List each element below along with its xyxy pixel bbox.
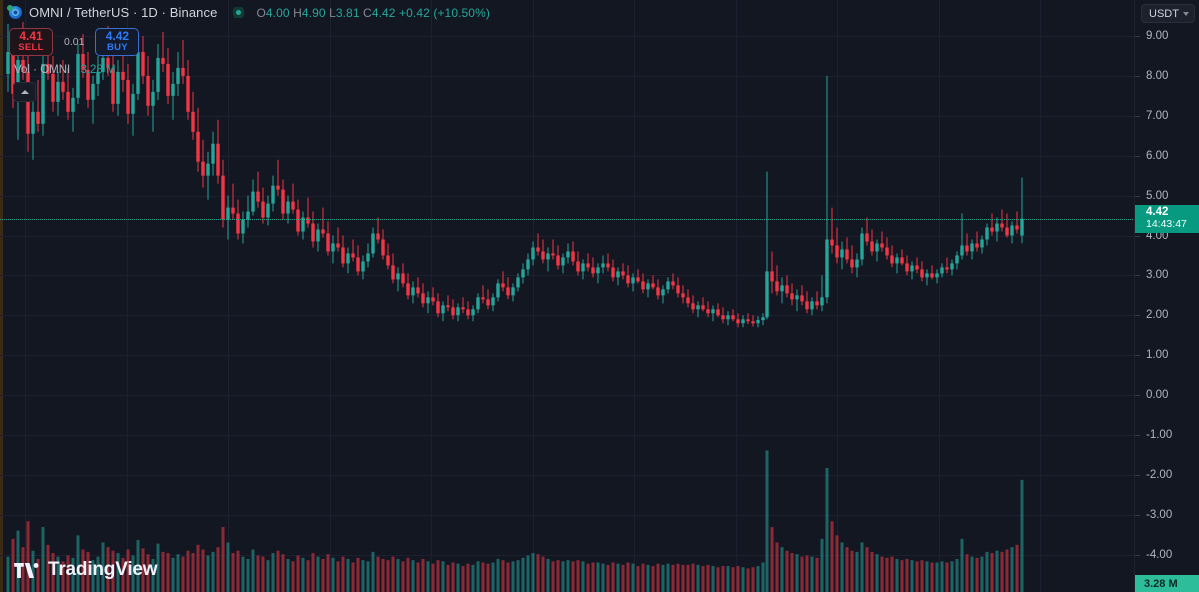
tradingview-label: TradingView	[48, 559, 158, 580]
volume-legend[interactable]: Vol · OMNI 3.28 M	[14, 64, 116, 76]
price-tick-dash	[1135, 75, 1140, 77]
open-value: 4.00	[265, 5, 290, 20]
buy-price: 4.42	[105, 29, 130, 44]
buy-button[interactable]: 4.42 BUY	[95, 28, 140, 56]
price-scale[interactable]: USDT 9.00 8.00 7.00 6.00 5.00 4.00 3.00 2.00 1.0…	[1134, 0, 1199, 592]
price-tick-label: 8.00	[1146, 69, 1169, 82]
price-tick-label: -3.00	[1146, 508, 1173, 521]
sell-price: 4.41	[19, 29, 43, 44]
grid-line-horizontal	[0, 315, 1135, 316]
candlestick-series	[6, 22, 1024, 328]
chevron-up-icon[interactable]	[13, 82, 36, 102]
spread-value: 0.01	[64, 36, 85, 48]
close-label: C	[363, 5, 372, 20]
last-price-line	[0, 218, 1135, 220]
grid-line-horizontal	[0, 236, 1135, 237]
last-price-badge: 4.42 14:43:47	[1135, 204, 1199, 233]
price-tick-label: 7.00	[1146, 109, 1169, 122]
close-value: 4.42	[371, 5, 396, 20]
grid-line-vertical	[228, 0, 229, 592]
price-tick-dash	[1135, 115, 1140, 117]
grid-line-horizontal	[0, 395, 1135, 396]
grid-line-vertical	[127, 0, 128, 592]
grid-line-vertical	[431, 0, 432, 592]
grid-line-vertical	[330, 0, 331, 592]
grid-line-horizontal	[0, 156, 1135, 157]
price-tick-label: -1.00	[1146, 429, 1173, 441]
grid-line-vertical	[1040, 0, 1041, 592]
price-tick-label: -4.00	[1146, 548, 1173, 561]
buy-label: BUY	[106, 42, 128, 54]
grid-line-horizontal	[0, 555, 1135, 556]
ohlc-values: O4.00 H4.90 L3.81 C4.42 +0.42 (+10.50%)	[256, 6, 490, 20]
price-tick-label: 9.00	[1146, 30, 1169, 42]
grid-line-horizontal	[0, 515, 1135, 516]
omni-coin-icon	[7, 5, 22, 19]
price-tick-label: 2.00	[1146, 309, 1169, 322]
grid-line-horizontal	[0, 435, 1135, 436]
grid-line-horizontal	[0, 475, 1135, 476]
volume-series	[6, 450, 1024, 592]
price-tick-dash	[1135, 235, 1140, 237]
grid-line-horizontal	[0, 76, 1135, 77]
grid-line-horizontal	[0, 355, 1135, 356]
price-tick-label: -2.00	[1146, 468, 1173, 481]
price-tick-dash	[1135, 435, 1140, 436]
price-tick-dash	[1135, 195, 1140, 197]
open-label: O	[256, 5, 266, 20]
price-tick-label: 3.00	[1146, 269, 1169, 282]
price-tick-label: 5.00	[1146, 189, 1169, 202]
tradingview-watermark: TradingView	[14, 559, 158, 581]
grid-line-vertical	[533, 0, 534, 592]
low-label: L	[329, 5, 336, 20]
price-tick-dash	[1135, 36, 1140, 37]
volume-legend-name: Vol · OMNI	[14, 64, 71, 76]
price-tick-label: 1.00	[1146, 349, 1169, 362]
high-value: 4.90	[301, 5, 326, 20]
chevron-down-icon	[1183, 11, 1189, 16]
tradingview-logo-icon	[14, 562, 39, 578]
price-tick-dash	[1135, 474, 1140, 476]
chart-plot-area[interactable]	[0, 0, 1135, 592]
currency-select[interactable]: USDT	[1141, 4, 1195, 23]
low-value: 3.81	[335, 5, 360, 20]
price-tick-label: 0.00	[1146, 389, 1169, 402]
volume-legend-value: 3.28 M	[80, 64, 116, 76]
trade-buttons: 4.41 SELL 0.01 4.42 BUY	[9, 28, 140, 56]
grid-line-vertical	[25, 0, 26, 592]
price-tick-dash	[1135, 554, 1140, 556]
last-price-value: 4.42	[1146, 206, 1169, 219]
volume-badge: 3.28 M	[1135, 575, 1199, 592]
change-percent: (+10.50%)	[433, 5, 490, 20]
change-value: +0.42	[399, 5, 430, 20]
market-open-dot-icon	[233, 7, 245, 18]
grid-line-horizontal	[0, 275, 1135, 276]
grid-line-vertical	[736, 0, 737, 592]
price-tick-dash	[1135, 514, 1140, 516]
left-edge-strip	[0, 0, 3, 592]
grid-line-horizontal	[0, 116, 1135, 117]
price-tick-dash	[1135, 155, 1140, 157]
symbol-title[interactable]: OMNI / TetherUS · 1D · Binance	[29, 5, 218, 20]
price-tick-dash	[1135, 275, 1140, 277]
grid-line-vertical	[837, 0, 838, 592]
last-price-time: 14:43:47	[1146, 218, 1187, 231]
chart-legend: OMNI / TetherUS · 1D · Binance O4.00 H4.…	[7, 5, 490, 20]
price-tick-label: 6.00	[1146, 149, 1169, 162]
grid-line-horizontal	[0, 196, 1135, 197]
grid-line-vertical	[939, 0, 940, 592]
currency-label: USDT	[1149, 7, 1179, 20]
grid-line-vertical	[634, 0, 635, 592]
sell-label: SELL	[18, 42, 44, 54]
price-tick-dash	[1135, 395, 1140, 397]
high-label: H	[293, 5, 302, 20]
price-tick-dash	[1135, 315, 1140, 317]
grid-line-horizontal	[0, 36, 1135, 37]
sell-button[interactable]: 4.41 SELL	[9, 28, 53, 56]
price-tick-dash	[1135, 355, 1140, 357]
